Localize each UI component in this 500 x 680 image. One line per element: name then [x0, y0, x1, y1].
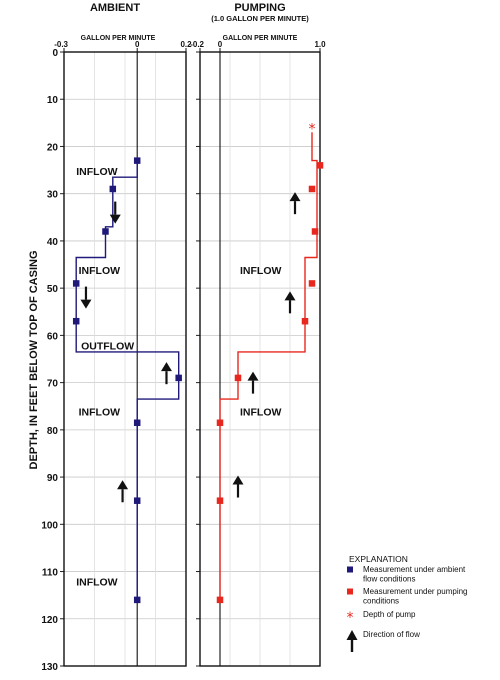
ambient-measurement-marker [175, 374, 182, 382]
x-tick-label: -0.2 [190, 40, 204, 49]
flow-arrow-icon [109, 201, 121, 224]
pumping-measurement-marker [216, 596, 224, 604]
flow-arrow-icon [284, 291, 296, 314]
flow-arrow-icon [289, 192, 301, 215]
legend-item: * Depth of pump [347, 610, 417, 626]
legend-asterisk-icon: * [347, 610, 354, 626]
ambient-measurement-marker [109, 185, 117, 193]
pumping-panel-title: PUMPING [234, 2, 285, 14]
pumping-annotation-label: INFLOW [240, 265, 281, 277]
legend-item-label: Depth of pump [363, 610, 416, 619]
flow-arrow-icon [232, 475, 244, 498]
x-tick-label: 0.2 [180, 40, 192, 49]
flow-arrow-icon [160, 362, 172, 385]
x-tick-label: 1.0 [314, 40, 326, 49]
y-tick-label: 100 [41, 520, 58, 531]
pumping-measurement-marker [308, 280, 316, 287]
flow-arrows [80, 192, 301, 503]
ambient-panel-title: AMBIENT [90, 2, 140, 14]
pumping-x-unit-label: GALLON PER MINUTE [223, 35, 298, 42]
ambient-measurement-marker [133, 497, 141, 504]
ambient-measurement-marker [102, 228, 109, 235]
pumping-measurement-marker [316, 162, 324, 169]
pumping-measurement-marker [234, 374, 242, 382]
y-tick-label: 120 [41, 615, 58, 626]
pumping-annotation-label: INFLOW [240, 407, 281, 419]
ambient-measurement-marker [133, 419, 141, 427]
ambient-measurement-marker [72, 280, 80, 287]
x-tick-labels: -0.3 0 0.2-0.2 0 1.0 [54, 40, 326, 49]
series [75, 132, 318, 600]
pumping-panel-subtitle: (1.0 GALLON PER MINUTE) [211, 14, 309, 23]
y-tick-label: 10 [47, 95, 59, 106]
y-tick-label: 110 [42, 568, 59, 579]
legend-square-marker [347, 588, 353, 595]
y-tick-label: 70 [47, 379, 59, 390]
y-axis-label: DEPTH, IN FEET BELOW TOP OF CASING [28, 251, 40, 470]
panel-frames [63, 48, 321, 667]
pumping-panel-frame [199, 51, 321, 667]
pumping-measurement-marker [301, 317, 309, 325]
ambient-measurement-marker [72, 317, 80, 325]
flow-arrow-icon [117, 480, 129, 503]
ambient-annotation-label: INFLOW [76, 577, 117, 589]
measurement-markers: * [72, 122, 324, 604]
ambient-annotation-label: INFLOW [79, 265, 120, 277]
y-tick-label: 20 [47, 142, 59, 153]
ambient-annotation-label: INFLOW [79, 407, 120, 419]
pumping-measurement-marker [216, 419, 224, 427]
legend-arrow-icon [346, 630, 358, 652]
pumping-measurement-marker [308, 185, 316, 193]
legend-item-label: Measurement under ambient [363, 565, 466, 574]
legend-square-marker [347, 566, 353, 573]
pump-depth-marker: * [309, 122, 316, 138]
ambient-flow-profile-line [75, 160, 180, 600]
y-tick-label: 40 [47, 237, 59, 248]
ambient-x-unit-label: GALLON PER MINUTE [81, 35, 156, 42]
y-tick-label: 60 [47, 331, 59, 342]
pumping-flow-profile-line [219, 132, 318, 600]
legend-title: EXPLANATION [349, 554, 408, 564]
legend-item-label: Measurement under pumping [363, 587, 468, 596]
ambient-measurement-marker [133, 157, 141, 164]
y-tick-label: 90 [47, 473, 59, 484]
x-tick-label: 0 [135, 40, 140, 49]
y-tick-label: 0 [52, 48, 58, 59]
legend: EXPLANATION Measurement under ambientflo… [346, 554, 468, 652]
y-tick-label: 50 [47, 284, 59, 295]
grid [60, 51, 320, 667]
legend-item-label: flow conditions [363, 575, 415, 584]
legend-item-label: Direction of flow [363, 630, 420, 639]
ambient-panel-frame [63, 51, 187, 667]
y-tick-label: 30 [47, 190, 59, 201]
annotations: INFLOW INFLOW OUTFLOW INFLOW INFLOW INFLOW INF… [76, 166, 281, 589]
y-tick-label: 130 [41, 662, 58, 673]
legend-item: Direction of flow [346, 630, 420, 652]
x-tick-label: -0.3 [54, 40, 68, 49]
flow-arrow-icon [80, 286, 92, 309]
legend-item-label: conditions [363, 597, 399, 606]
y-tick-label: 80 [47, 426, 59, 437]
ambient-annotation-label: OUTFLOW [81, 341, 134, 353]
flow-arrow-icon [247, 371, 259, 394]
x-tick-label: 0 [218, 40, 223, 49]
y-tick-labels: 0 10 20 30 40 50 60 70 80 90 100 110 120 130 [41, 48, 58, 673]
ambient-measurement-marker [133, 596, 141, 604]
pumping-measurement-marker [311, 228, 319, 235]
pumping-measurement-marker [216, 497, 224, 504]
ambient-annotation-label: INFLOW [76, 166, 117, 178]
